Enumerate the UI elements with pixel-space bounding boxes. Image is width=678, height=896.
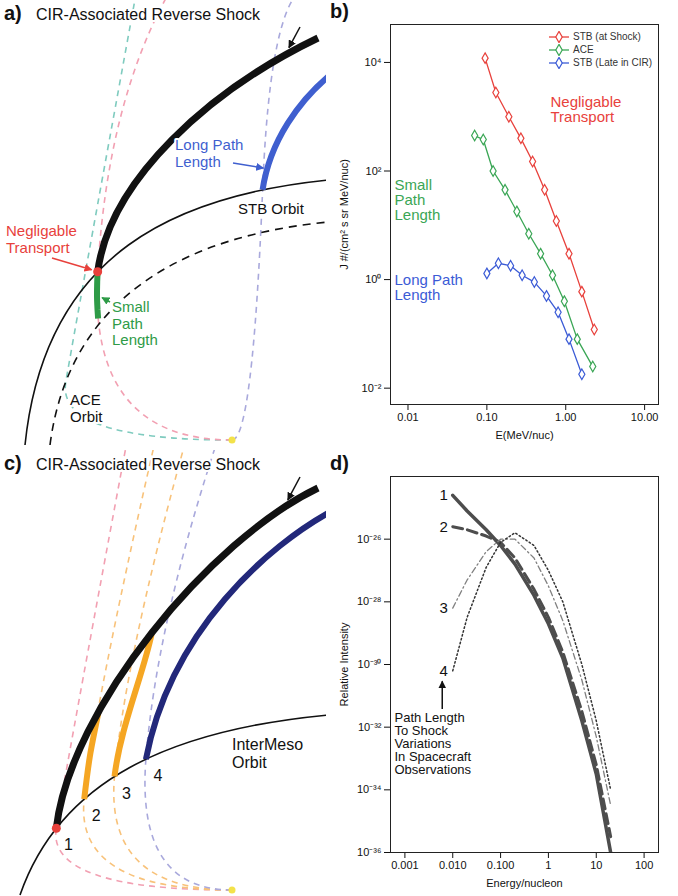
svg-text:10⁻³²: 10⁻³² <box>358 721 382 733</box>
svg-text:SmallPathLength: SmallPathLength <box>112 298 158 348</box>
svg-text:10⁻³⁰: 10⁻³⁰ <box>358 658 382 670</box>
svg-text:10⁻²: 10⁻² <box>362 382 382 394</box>
svg-text:Long PathLength: Long PathLength <box>395 271 463 303</box>
svg-text:NegligableTransport: NegligableTransport <box>551 93 622 125</box>
svg-text:1.00: 1.00 <box>555 411 576 423</box>
svg-text:4: 4 <box>153 767 162 784</box>
svg-text:Long PathLength: Long PathLength <box>175 136 243 170</box>
svg-text:J #/(cm² s sr MeV/nuc): J #/(cm² s sr MeV/nuc) <box>338 159 350 270</box>
svg-text:10⁰: 10⁰ <box>365 273 381 285</box>
html-text:b): b) <box>330 0 349 22</box>
svg-text:Path LengthTo ShockVariationsI: Path LengthTo ShockVariationsIn Spacecra… <box>395 710 472 777</box>
svg-text:c): c) <box>4 452 22 474</box>
svg-text:Energy/nucleon: Energy/nucleon <box>486 877 562 889</box>
svg-text:InterMesoOrbit: InterMesoOrbit <box>232 736 303 771</box>
svg-text:NegligableTransport: NegligableTransport <box>6 222 77 256</box>
svg-text:10⁻³⁴: 10⁻³⁴ <box>357 783 382 795</box>
svg-text:1: 1 <box>439 486 447 503</box>
svg-text:ACEOrbit: ACEOrbit <box>70 391 103 425</box>
svg-text:3: 3 <box>122 785 131 802</box>
svg-text:0.010: 0.010 <box>439 859 467 871</box>
svg-text:10: 10 <box>590 859 602 871</box>
svg-text:0.001: 0.001 <box>391 859 419 871</box>
svg-text:0.01: 0.01 <box>397 411 418 423</box>
svg-text:10²: 10² <box>366 165 382 177</box>
svg-text:CIR-Associated Reverse Shock: CIR-Associated Reverse Shock <box>36 456 261 473</box>
svg-text:E(MeV/nuc): E(MeV/nuc) <box>495 429 553 441</box>
svg-text:10.00: 10.00 <box>631 411 659 423</box>
svg-text:2: 2 <box>439 517 447 534</box>
svg-text:CIR-Associated Reverse Shock: CIR-Associated Reverse Shock <box>36 6 261 23</box>
svg-text:10⁻³⁶: 10⁻³⁶ <box>357 846 381 858</box>
svg-text:Relative Intensity: Relative Intensity <box>338 622 350 706</box>
html-text:STB (at Shock): STB (at Shock) <box>573 31 641 42</box>
html-text:d): d) <box>330 452 349 474</box>
svg-text:1: 1 <box>545 859 551 871</box>
svg-text:3: 3 <box>439 599 447 616</box>
html-text:ACE: ACE <box>573 44 594 55</box>
svg-text:0.100: 0.100 <box>487 859 515 871</box>
svg-text:0.10: 0.10 <box>476 411 497 423</box>
svg-text:10⁴: 10⁴ <box>365 56 382 68</box>
svg-text:a): a) <box>4 2 22 24</box>
svg-text:SmallPathLength: SmallPathLength <box>395 176 441 223</box>
svg-text:4: 4 <box>439 662 447 679</box>
svg-text:1: 1 <box>64 836 73 853</box>
svg-text:STB Orbit: STB Orbit <box>238 200 305 217</box>
svg-text:100: 100 <box>635 859 653 871</box>
html-text:STB (Late in CIR): STB (Late in CIR) <box>573 57 652 68</box>
svg-text:10⁻²⁶: 10⁻²⁶ <box>357 533 381 545</box>
svg-text:2: 2 <box>92 807 101 824</box>
svg-text:10⁻²⁸: 10⁻²⁸ <box>357 595 382 607</box>
